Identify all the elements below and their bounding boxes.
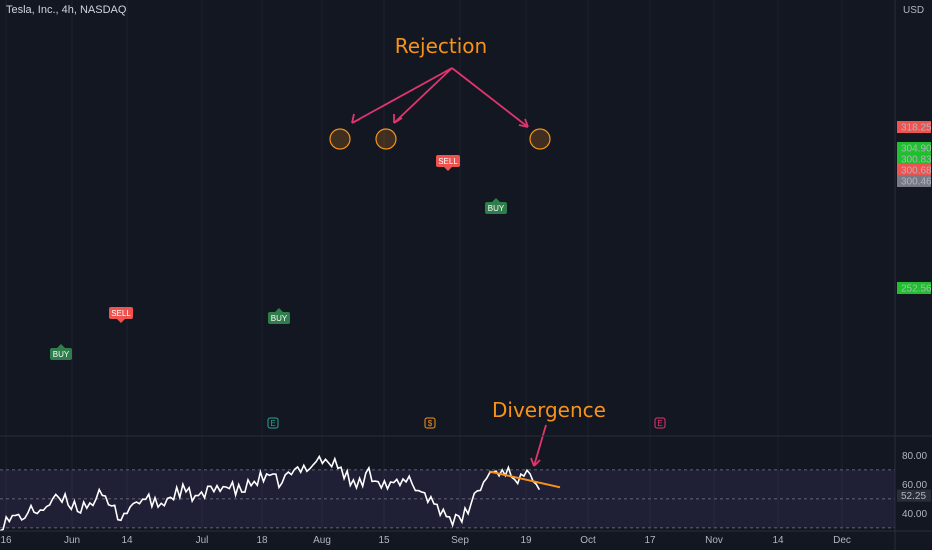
grid-lines (5, 0, 843, 531)
divergence-arrow (533, 424, 547, 467)
divergence-label: Divergence (492, 398, 606, 422)
rsi-pane (0, 454, 895, 532)
price-badge: 300.68 (897, 164, 932, 177)
price-badge: 304.90 (897, 142, 932, 155)
rejection-circle (529, 128, 551, 150)
price-badge-label: 252.56 (901, 284, 932, 295)
rsi-tick-label: 80.00 (902, 451, 927, 462)
event-marker-label: E (657, 419, 662, 428)
sell-signal-badge: SELL (109, 307, 133, 323)
price-badge-label: 318.25 (901, 123, 932, 134)
price-badge-bg (897, 153, 931, 165)
time-tick-label: 17 (644, 535, 656, 546)
price-badge: 252.56 (897, 282, 932, 295)
buy-signal-badge: BUY (50, 344, 72, 360)
event-marker-label: $ (428, 419, 433, 428)
rsi-tick-label: 60.00 (902, 480, 927, 491)
signal-badge-bg (109, 307, 133, 319)
price-badge: 300.83 (897, 153, 932, 166)
rsi-badge-bg (897, 489, 931, 502)
signal-badge-bg (436, 155, 460, 167)
signal-badge-pointer (57, 344, 65, 348)
price-badge-label: 300.83 (901, 155, 932, 166)
time-tick-label: 14 (772, 535, 784, 546)
price-badge-bg (897, 282, 931, 294)
signal-badge-pointer (444, 167, 452, 171)
rejection-circle (375, 128, 397, 150)
sell-signal-badge: SELL (436, 155, 460, 171)
event-marker (654, 417, 666, 429)
event-marker (424, 417, 436, 429)
time-tick-label: Oct (580, 535, 596, 546)
arrowhead-icon (393, 114, 403, 124)
signal-badge-bg (485, 202, 507, 214)
rsi-current-badge: 52.25 (897, 489, 931, 502)
price-badge-bg (897, 175, 931, 187)
arrowhead-icon (530, 457, 541, 467)
time-tick-label: Nov (705, 535, 723, 546)
signal-badge-pointer (117, 319, 125, 323)
signal-badge-bg (50, 348, 72, 360)
rsi-badge-label: 52.25 (901, 491, 926, 502)
signal-badge-label: BUY (53, 350, 70, 359)
price-badge-bg (897, 164, 931, 176)
price-badge-bg (897, 121, 931, 133)
rsi-line (0, 454, 541, 532)
arrowhead-icon (351, 113, 361, 124)
signal-badge-bg (268, 312, 290, 324)
rejection-label: Rejection (395, 34, 487, 58)
signal-badge-label: BUY (488, 204, 505, 213)
buy-signal-badge: BUY (485, 198, 507, 214)
price-badge-label: 304.90 (901, 144, 932, 155)
currency-label: USD (903, 5, 924, 16)
rsi-tick-label: 40.00 (902, 509, 927, 520)
time-tick-label: 18 (256, 535, 268, 546)
signal-badge-label: BUY (271, 314, 288, 323)
price-badge: 300.46 (897, 175, 932, 188)
rejection-arrow (351, 67, 453, 124)
price-badge: 318.25 (897, 121, 932, 134)
signal-badge-pointer (492, 198, 500, 202)
divergence-line (488, 470, 561, 489)
signal-badge-pointer (275, 308, 283, 312)
rejection-circle (329, 128, 351, 150)
time-tick-label: Jun (64, 535, 80, 546)
annotations: BUY SELL BUY SELL BUY Rejection E $ E Divergence (50, 34, 666, 467)
signal-badge-label: SELL (438, 157, 458, 166)
rejection-arrow (451, 67, 529, 128)
rejection-arrow (393, 67, 453, 124)
time-tick-label: 14 (121, 535, 133, 546)
arrowhead-icon (518, 118, 529, 128)
time-tick-label: Jul (196, 535, 209, 546)
time-tick-label: 15 (378, 535, 390, 546)
time-tick-label: 19 (520, 535, 532, 546)
buy-signal-badge: BUY (268, 308, 290, 324)
symbol-title[interactable]: Tesla, Inc., 4h, NASDAQ (6, 4, 127, 16)
time-tick-label: Dec (833, 535, 851, 546)
time-tick-label: Sep (451, 535, 469, 546)
time-tick-label: Aug (313, 535, 331, 546)
price-badge-bg (897, 142, 931, 154)
time-tick-label: 16 (0, 535, 12, 546)
price-badge-label: 300.46 (901, 177, 932, 188)
signal-badge-label: SELL (111, 309, 131, 318)
price-badge-label: 300.68 (901, 166, 932, 177)
event-marker (267, 417, 279, 429)
event-marker-label: E (270, 419, 275, 428)
